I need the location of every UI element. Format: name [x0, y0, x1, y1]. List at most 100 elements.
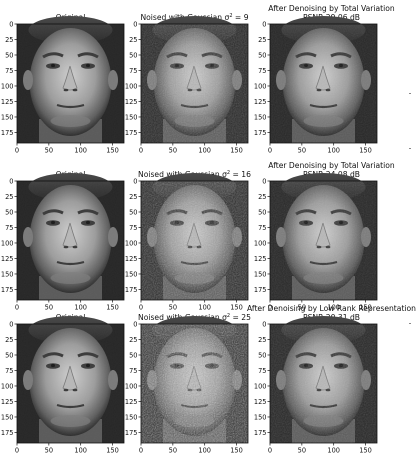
y-tick-label: 50: [258, 208, 266, 216]
y-tick-label: 0: [9, 20, 13, 28]
y-tick-label: 175: [1, 429, 14, 437]
y-tick-label: 125: [254, 398, 267, 406]
y-tick-label: 0: [262, 177, 266, 185]
panel-8: Noised with Gaussian σ2 = 25025507510012…: [125, 313, 251, 455]
noise-overlay: [270, 24, 377, 143]
panel-3: After Denoising by Total VariationPSNR 2…: [254, 4, 395, 155]
x-tick-label: 150: [106, 147, 119, 155]
x-tick-label: 50: [45, 147, 53, 155]
x-tick-label: 50: [45, 447, 53, 455]
y-tick-label: 150: [125, 270, 138, 278]
y-tick-label: 0: [9, 320, 13, 328]
y-tick-label: 25: [5, 193, 13, 201]
y-tick-label: 50: [129, 208, 137, 216]
x-tick-label: 100: [74, 147, 87, 155]
y-tick-label: 75: [258, 224, 266, 232]
x-tick-label: 0: [139, 147, 143, 155]
panel-1: Original0255075100125150175050100150: [1, 13, 125, 155]
axes-frame: [269, 180, 378, 301]
y-tick-label: 125: [1, 255, 14, 263]
y-tick-label: 0: [9, 177, 13, 185]
x-tick-label: 150: [359, 447, 372, 455]
y-tick-label: 75: [129, 367, 137, 375]
noise-overlay: [270, 181, 377, 300]
panel-5: Noised with Gaussian σ2 = 16025507510012…: [125, 170, 251, 312]
axes-frame: [140, 323, 249, 444]
y-tick-label: 125: [125, 398, 138, 406]
y-tick-label: 25: [258, 336, 266, 344]
x-tick-label: 100: [198, 447, 211, 455]
y-tick-label: 175: [125, 129, 138, 137]
x-tick-label: 100: [74, 304, 87, 312]
x-tick-label: 100: [327, 147, 340, 155]
face-image: [141, 16, 248, 143]
y-tick-label: 50: [5, 51, 13, 59]
x-tick-label: 50: [45, 304, 53, 312]
y-tick-label: 50: [129, 351, 137, 359]
noise-overlay: [141, 324, 248, 443]
y-tick-label: 100: [1, 382, 14, 390]
y-tick-label: 150: [254, 113, 267, 121]
y-tick-label: 0: [133, 20, 137, 28]
y-tick-label: 175: [254, 286, 267, 294]
axes-frame: [269, 323, 378, 444]
x-tick-label: 0: [268, 147, 272, 155]
y-tick-label: 25: [129, 36, 137, 44]
y-tick-label: 125: [1, 398, 14, 406]
x-tick-label: 150: [230, 447, 243, 455]
y-tick-label: 100: [125, 382, 138, 390]
y-tick-label: 25: [258, 36, 266, 44]
axes-frame: [269, 23, 378, 144]
x-tick-label: 100: [198, 304, 211, 312]
y-tick-label: 125: [125, 255, 138, 263]
x-tick-label: 150: [359, 147, 372, 155]
y-tick-label: 25: [129, 193, 137, 201]
face-image: [270, 16, 377, 143]
y-tick-label: 125: [254, 255, 267, 263]
y-tick-label: 100: [125, 239, 138, 247]
y-tick-label: 75: [129, 67, 137, 75]
y-tick-label: 25: [5, 336, 13, 344]
noise-overlay: [141, 181, 248, 300]
y-tick-label: 75: [258, 67, 266, 75]
face-image: [141, 316, 248, 443]
face-image: [17, 16, 124, 143]
x-tick-label: 100: [327, 304, 340, 312]
face-image: [270, 173, 377, 300]
y-tick-label: 0: [133, 320, 137, 328]
y-tick-label: 75: [5, 67, 13, 75]
y-tick-label: 175: [1, 286, 14, 294]
y-tick-label: 150: [254, 270, 267, 278]
panel-7: Original0255075100125150175050100150: [1, 313, 125, 455]
y-tick-label: 150: [125, 413, 138, 421]
x-tick-label: 0: [139, 304, 143, 312]
x-tick-label: 100: [74, 447, 87, 455]
y-tick-label: 125: [1, 98, 14, 106]
axes-frame: [16, 23, 125, 144]
y-tick-label: 0: [262, 320, 266, 328]
y-tick-label: 150: [1, 413, 14, 421]
panel-title: After Denoising by Low Rank Representati…: [247, 304, 416, 313]
y-tick-label: 150: [125, 113, 138, 121]
y-tick-label: 75: [258, 367, 266, 375]
y-tick-label: 25: [258, 193, 266, 201]
y-tick-label: 50: [129, 51, 137, 59]
axes-frame: [16, 180, 125, 301]
x-tick-label: 0: [139, 447, 143, 455]
y-tick-label: 100: [1, 239, 14, 247]
x-tick-label: 0: [15, 447, 19, 455]
x-tick-label: 50: [169, 447, 177, 455]
x-tick-label: 100: [327, 447, 340, 455]
y-tick-label: 0: [133, 177, 137, 185]
noise-overlay: [17, 324, 124, 443]
face-image: [17, 173, 124, 300]
y-tick-label: 175: [1, 129, 14, 137]
y-tick-label: 150: [1, 270, 14, 278]
y-tick-label: 175: [125, 286, 138, 294]
noise-overlay: [17, 24, 124, 143]
x-tick-label: 150: [106, 304, 119, 312]
axes-frame: [16, 323, 125, 444]
axes-frame: [140, 23, 249, 144]
y-tick-label: 50: [258, 351, 266, 359]
